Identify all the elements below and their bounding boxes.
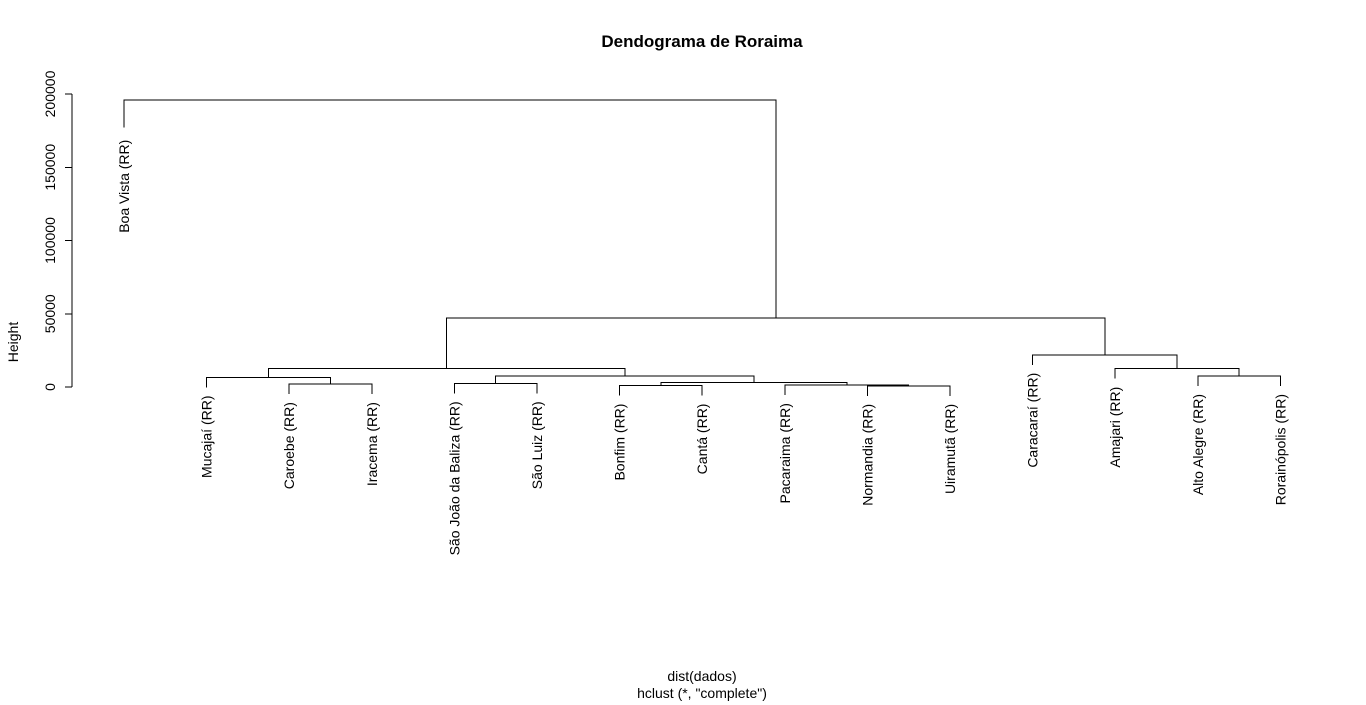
dendrogram-link: [123, 99, 777, 319]
dendrogram-link: [446, 317, 1106, 369]
leaf-label: São Luiz (RR): [529, 401, 545, 489]
dendrogram-link: [1197, 375, 1281, 387]
leaf-label: Amajari (RR): [1107, 387, 1123, 468]
leaf-labels: Boa Vista (RR) Mucajaí (RR) Caroebe (RR) Ir…: [116, 140, 1288, 556]
y-axis: 0 50000 100000 150000 200000: [42, 70, 73, 391]
dendrogram-link: [866, 385, 951, 396]
dendrogram-link: [206, 376, 331, 388]
leaf-label: Pacaraima (RR): [777, 403, 793, 503]
leaf-label: Rorainópolis (RR): [1272, 394, 1288, 505]
y-tick-label: 150000: [42, 144, 58, 191]
dendrogram-link: [784, 384, 910, 396]
method-sublabel: hclust (*, "complete"): [637, 685, 767, 701]
dendrogram-link: [1114, 368, 1240, 379]
leaf-label: Cantá (RR): [694, 404, 710, 475]
leaf-label: Caracaraí (RR): [1025, 373, 1041, 468]
dendrogram-links: [123, 99, 1281, 396]
leaf-label: Alto Alegre (RR): [1190, 394, 1206, 495]
leaf-label: Boa Vista (RR): [116, 140, 132, 233]
leaf-label: São João da Baliza (RR): [446, 401, 462, 555]
y-tick-label: 100000: [42, 217, 58, 264]
dendrogram-link: [288, 383, 373, 395]
x-axis-label: dist(dados): [667, 668, 736, 684]
y-tick-label: 50000: [42, 294, 58, 333]
dendrogram-link: [453, 382, 538, 394]
y-tick-label: 200000: [42, 70, 58, 117]
leaf-label: Uiramutã (RR): [942, 404, 958, 494]
leaf-label: Iracema (RR): [364, 402, 380, 486]
dendrogram-link: [1032, 354, 1178, 369]
y-tick-label: 0: [42, 383, 58, 391]
leaf-label: Normandia (RR): [859, 404, 875, 506]
y-axis-label: Height: [5, 322, 21, 363]
dendrogram-link: [619, 385, 703, 396]
chart-title: Dendograma de Roraima: [601, 32, 803, 51]
leaf-label: Bonfim (RR): [612, 404, 628, 481]
leaf-label: Mucajaí (RR): [199, 395, 215, 477]
leaf-label: Caroebe (RR): [281, 402, 297, 489]
